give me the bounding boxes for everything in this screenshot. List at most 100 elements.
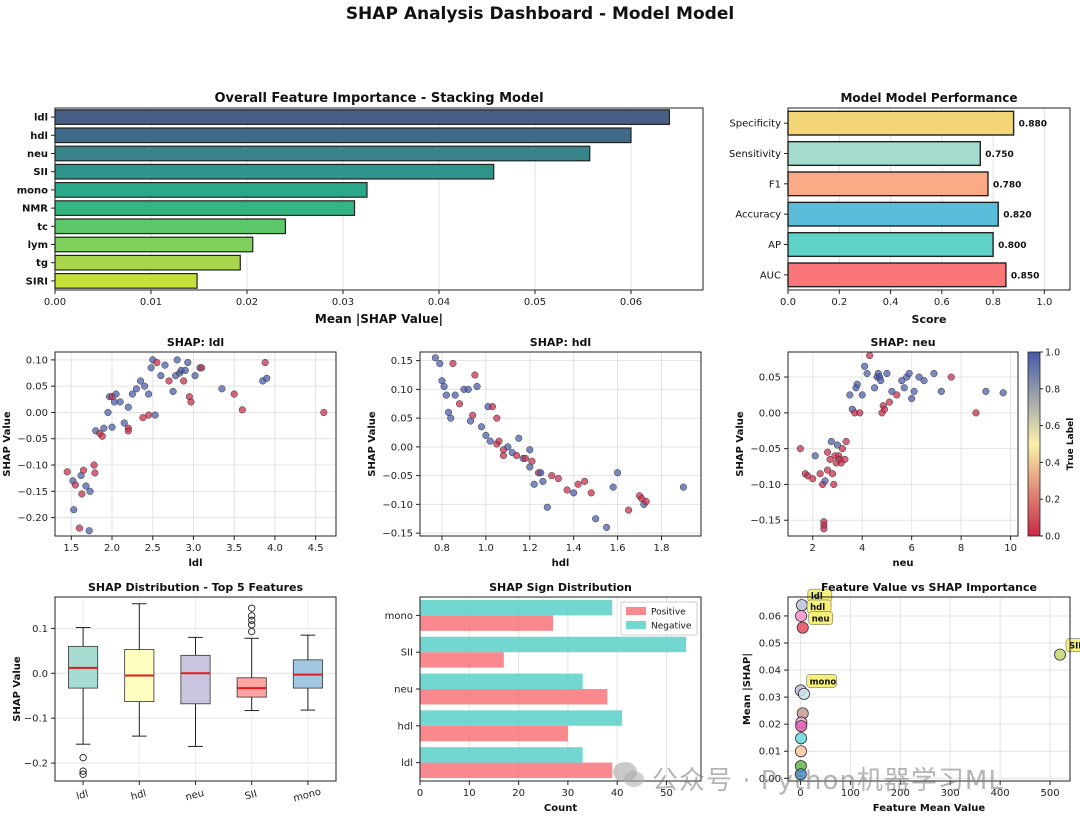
scatter-importance-annotation: mono <box>810 677 837 687</box>
importance-xtick-label: 0.03 <box>332 297 354 308</box>
scatter-importance-xtick-label: 300 <box>941 788 960 799</box>
dep_neu-point <box>853 380 861 388</box>
dep_neu-point <box>861 362 869 370</box>
dep_hdl-point <box>554 474 562 483</box>
dep_neu-ylabel: SHAP Value <box>735 411 746 477</box>
dep_ldl-point <box>128 390 136 398</box>
dep_neu-point <box>920 377 928 385</box>
boxplot-ytick-label: −0.2 <box>24 759 48 770</box>
dep_neu-xlabel: neu <box>892 558 913 569</box>
dep_ldl-point <box>112 390 120 398</box>
dep_ldl-point <box>116 398 124 406</box>
scatter-importance-annotation-box <box>806 674 837 688</box>
dep_ldl-xtick-label: 2.0 <box>104 543 120 554</box>
dep_neu-chart: 2 4 6 8 10 −0.15 −0.10 −0.05 0.00 0.05 SHAP: neu ne… <box>735 336 1076 569</box>
sign-xtick-label: 30 <box>562 788 575 799</box>
scatter-importance-ytick-label: 0.01 <box>759 747 781 758</box>
scatter-importance-ytick-label: 0.06 <box>759 611 781 622</box>
boxplot-category-label: mono <box>292 787 322 805</box>
dep_neu-point <box>824 466 832 474</box>
dep_ldl-point <box>75 524 83 532</box>
sign-xtick-label: 40 <box>611 788 624 799</box>
boxplot-ytick-label: −0.1 <box>24 714 48 725</box>
dep_neu-point <box>910 387 918 395</box>
importance-bar <box>54 109 671 125</box>
sign-chart: 0 10 20 30 40 50 ldl hdl neu SII mono SHAP Sign Dis… <box>385 581 702 814</box>
dep_hdl-ylabel: SHAP Value <box>367 411 378 477</box>
dep_ldl-ytick-label: 0.05 <box>26 382 48 393</box>
dep_neu-ytick-label: −0.05 <box>750 444 781 455</box>
dep_neu-point <box>898 377 906 385</box>
dep_neu-frame <box>787 351 1019 537</box>
dep_neu-xtick-label: 10 <box>1004 543 1017 554</box>
dep_hdl-title: SHAP: hdl <box>530 336 591 349</box>
dep_neu-point <box>846 391 854 399</box>
importance-bar <box>54 254 241 271</box>
dep_neu-point <box>885 398 893 406</box>
performance-value-label: 0.780 <box>993 180 1021 190</box>
boxplot-box <box>180 654 211 705</box>
dep_neu-point <box>866 352 874 360</box>
dep_hdl-point <box>447 414 455 422</box>
scatter-importance-point <box>795 720 808 733</box>
wechat-icon <box>613 762 644 787</box>
dep_hdl-point <box>504 443 512 451</box>
scatter-importance-ytick-label: 0.04 <box>759 666 781 677</box>
dep_hdl-point <box>539 477 547 485</box>
importance-category-label: tg <box>36 258 48 269</box>
dep_neu-point <box>877 377 885 385</box>
dep_ldl-ylabel: SHAP Value <box>2 411 13 477</box>
dep_ldl-point <box>147 364 155 372</box>
dep_hdl-point <box>471 371 479 379</box>
scatter-importance-point <box>794 768 807 781</box>
dep_hdl-point <box>574 480 582 488</box>
importance-category-label: tc <box>37 222 48 233</box>
dep_neu-ytick-label: 0.00 <box>759 408 781 419</box>
dep_hdl-point <box>482 431 490 439</box>
dep_ldl-point <box>320 408 328 417</box>
dep_ldl-point <box>91 469 99 477</box>
dep_hdl-xtick-label: 1.6 <box>610 543 626 554</box>
dep_hdl-point <box>431 354 439 362</box>
colorbar-tick-label: 0.6 <box>1045 421 1060 432</box>
dep_neu-xtick-label: 2 <box>810 543 816 554</box>
dep_ldl-point <box>86 487 94 495</box>
dep_hdl-point <box>499 451 507 460</box>
scatter-importance-ytick-label: 0.00 <box>759 774 781 785</box>
dep_hdl-xtick-label: 1.8 <box>654 543 670 554</box>
performance-bar <box>787 110 1015 136</box>
dep_ldl-point <box>173 356 181 364</box>
dep_neu-point <box>811 452 819 460</box>
performance-bar <box>787 140 981 167</box>
dep_hdl-point <box>528 457 536 465</box>
importance-chart: 0.00 0.01 0.02 0.03 0.04 0.05 0.06 ldl hdl neu SII… <box>17 91 704 326</box>
performance-xlabel: Score <box>912 313 947 326</box>
sign-bar-positive <box>420 689 608 705</box>
dep_neu-point <box>841 455 849 463</box>
dep_ldl-point <box>153 358 161 367</box>
dep_neu-point <box>833 441 842 449</box>
dep_ldl-ytick-label: 0.10 <box>26 355 48 366</box>
dep_ldl-point <box>136 377 145 385</box>
performance-value-label: 0.800 <box>998 241 1026 251</box>
dep_ldl-point <box>165 377 173 385</box>
dep_hdl-xtick-label: 1.4 <box>566 543 582 554</box>
dep_ldl-xlabel: ldl <box>188 558 202 569</box>
dep_hdl-point <box>440 382 448 391</box>
boxplot-flier <box>248 621 256 629</box>
importance-bar <box>54 182 368 198</box>
dep_ldl-point <box>124 403 132 411</box>
scatter-importance-ylabel: Mean |SHAP| <box>742 653 753 725</box>
importance-xtick-label: 0.02 <box>236 297 258 308</box>
dep_neu-point <box>824 448 832 456</box>
scatter-importance-point <box>795 609 808 622</box>
scatter-importance-xtick-label: 400 <box>991 788 1010 799</box>
boxplot-flier <box>248 612 256 620</box>
dep_hdl-point <box>442 391 450 399</box>
dep_neu-point <box>871 384 879 392</box>
dep_hdl-xtick-label: 1.0 <box>478 543 494 554</box>
scatter-importance-xtick-label: 500 <box>1040 788 1059 799</box>
dep_hdl-point <box>642 497 650 506</box>
dep_neu-point <box>821 477 829 485</box>
sign-xtick-label: 20 <box>512 788 525 799</box>
